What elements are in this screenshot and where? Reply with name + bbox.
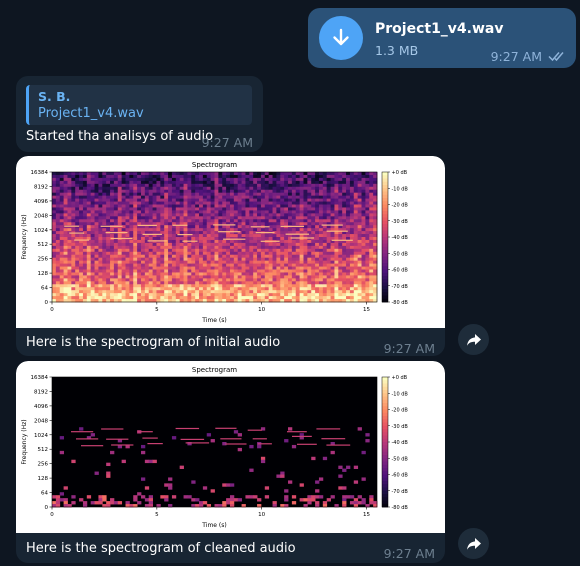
y-tick-label: 16384	[31, 375, 49, 381]
double-check-icon	[548, 52, 564, 62]
y-tick-label: 4096	[34, 404, 48, 410]
message-time: 9:27 AM	[490, 49, 542, 64]
message-time: 9:27 AM	[383, 341, 435, 356]
x-tick-label: 15	[363, 512, 370, 518]
file-name[interactable]: Project1_v4.wav	[375, 21, 504, 37]
message-time: 9:27 AM	[201, 135, 253, 150]
spectrogram-chart[interactable]: Spectrogram 0 64 128 256 512 1024 2048 4096 8192 1…	[16, 156, 445, 328]
spectrogram-chart[interactable]: Spectrogram 0 64 128 256 512 1024 2048 4096 8192 1…	[16, 361, 445, 533]
x-tick-label: 15	[363, 307, 370, 313]
x-axis-label: Time (s)	[201, 522, 226, 529]
x-tick-label: 5	[155, 307, 159, 313]
x-tick-label: 10	[258, 512, 265, 518]
colorbar-tick-label: -80 dB	[392, 300, 409, 306]
spectrogram-heat	[52, 427, 378, 508]
y-tick-label: 2048	[34, 418, 48, 424]
y-tick-label: 1024	[34, 433, 48, 439]
x-tick-label: 5	[155, 512, 159, 518]
colorbar-tick-label: -50 dB	[392, 456, 409, 462]
y-tick-label: 256	[38, 462, 49, 468]
x-axis-label: Time (s)	[201, 317, 226, 324]
colorbar-tick-label: -30 dB	[392, 424, 409, 430]
reply-author: S. B.	[38, 89, 71, 104]
y-axis-label: Frequency (Hz)	[21, 214, 28, 259]
harmonic-lines	[64, 224, 353, 242]
y-tick-label: 64	[41, 286, 48, 292]
y-tick-label: 128	[38, 476, 49, 482]
x-tick-label: 0	[50, 307, 54, 313]
image-caption: Here is the spectrogram of cleaned audio	[26, 541, 296, 556]
colorbar-tick-label: -40 dB	[392, 440, 409, 446]
reply-quote[interactable]: S. B. Project1_v4.wav	[26, 85, 252, 125]
forward-button[interactable]	[458, 324, 489, 355]
reply-text: Project1_v4.wav	[38, 106, 144, 121]
colorbar-tick-label: +0 dB	[392, 375, 408, 381]
forward-arrow-icon	[466, 333, 481, 346]
chart-title: Spectrogram	[192, 366, 237, 374]
y-axis-label: Frequency (Hz)	[21, 419, 28, 464]
y-tick-label: 512	[38, 242, 49, 248]
y-tick-label: 0	[45, 300, 49, 306]
y-tick-label: 8192	[34, 389, 48, 395]
colorbar-tick-label: -60 dB	[392, 473, 409, 479]
chart-title: Spectrogram	[192, 161, 237, 169]
colorbar-tick-label: -70 dB	[392, 284, 409, 290]
colorbar-tick-label: -50 dB	[392, 251, 409, 257]
download-arrow-icon	[333, 28, 349, 46]
colorbar-tick-label: -20 dB	[392, 203, 409, 209]
message-time: 9:27 AM	[383, 546, 435, 561]
image-caption: Here is the spectrogram of initial audio	[26, 335, 281, 350]
colorbar: +0 dB -10 dB -20 dB -30 dB -40 dB -50 dB -60 d…	[381, 375, 409, 511]
y-tick-label: 64	[41, 491, 48, 497]
y-tick-label: 4096	[34, 199, 48, 205]
colorbar-tick-label: -40 dB	[392, 235, 409, 241]
forward-arrow-icon	[466, 537, 481, 550]
colorbar-tick-label: -60 dB	[392, 268, 409, 274]
colorbar-tick-label: -10 dB	[392, 391, 409, 397]
y-tick-label: 1024	[34, 228, 48, 234]
colorbar-tick-label: -30 dB	[392, 219, 409, 225]
download-button[interactable]	[319, 16, 363, 60]
colorbar-tick-label: +0 dB	[392, 170, 408, 176]
y-tick-label: 128	[38, 271, 49, 277]
outgoing-file-message[interactable]: Project1_v4.wav 1.3 MB 9:27 AM	[308, 8, 576, 68]
y-tick-label: 512	[38, 447, 49, 453]
x-tick-label: 10	[258, 307, 265, 313]
y-tick-label: 2048	[34, 213, 48, 219]
y-tick-label: 16384	[31, 170, 49, 176]
image-message[interactable]: Spectrogram 0 64 128 256 512 1024 2048 4096 8192 1…	[16, 361, 445, 563]
colorbar-tick-label: -10 dB	[392, 186, 409, 192]
file-size: 1.3 MB	[375, 43, 419, 58]
incoming-text-message[interactable]: S. B. Project1_v4.wav Started tha analis…	[16, 76, 263, 152]
colorbar-tick-label: -70 dB	[392, 489, 409, 495]
forward-button[interactable]	[458, 528, 489, 559]
y-tick-label: 8192	[34, 184, 48, 190]
spectrogram-heat	[52, 172, 378, 303]
y-tick-label: 256	[38, 257, 49, 263]
y-tick-label: 0	[45, 505, 49, 511]
message-text: Started tha analisys of audio	[26, 129, 214, 144]
harmonic-lines	[71, 427, 351, 447]
image-message[interactable]: Spectrogram 0 64 128 256 512 1024 2048 4096 8192 1…	[16, 156, 445, 356]
colorbar-tick-label: -80 dB	[392, 505, 409, 511]
colorbar-tick-label: -20 dB	[392, 408, 409, 414]
x-tick-label: 0	[50, 512, 54, 518]
colorbar: +0 dB -10 dB -20 dB -30 dB -40 dB -50 dB -60 d…	[381, 170, 409, 306]
